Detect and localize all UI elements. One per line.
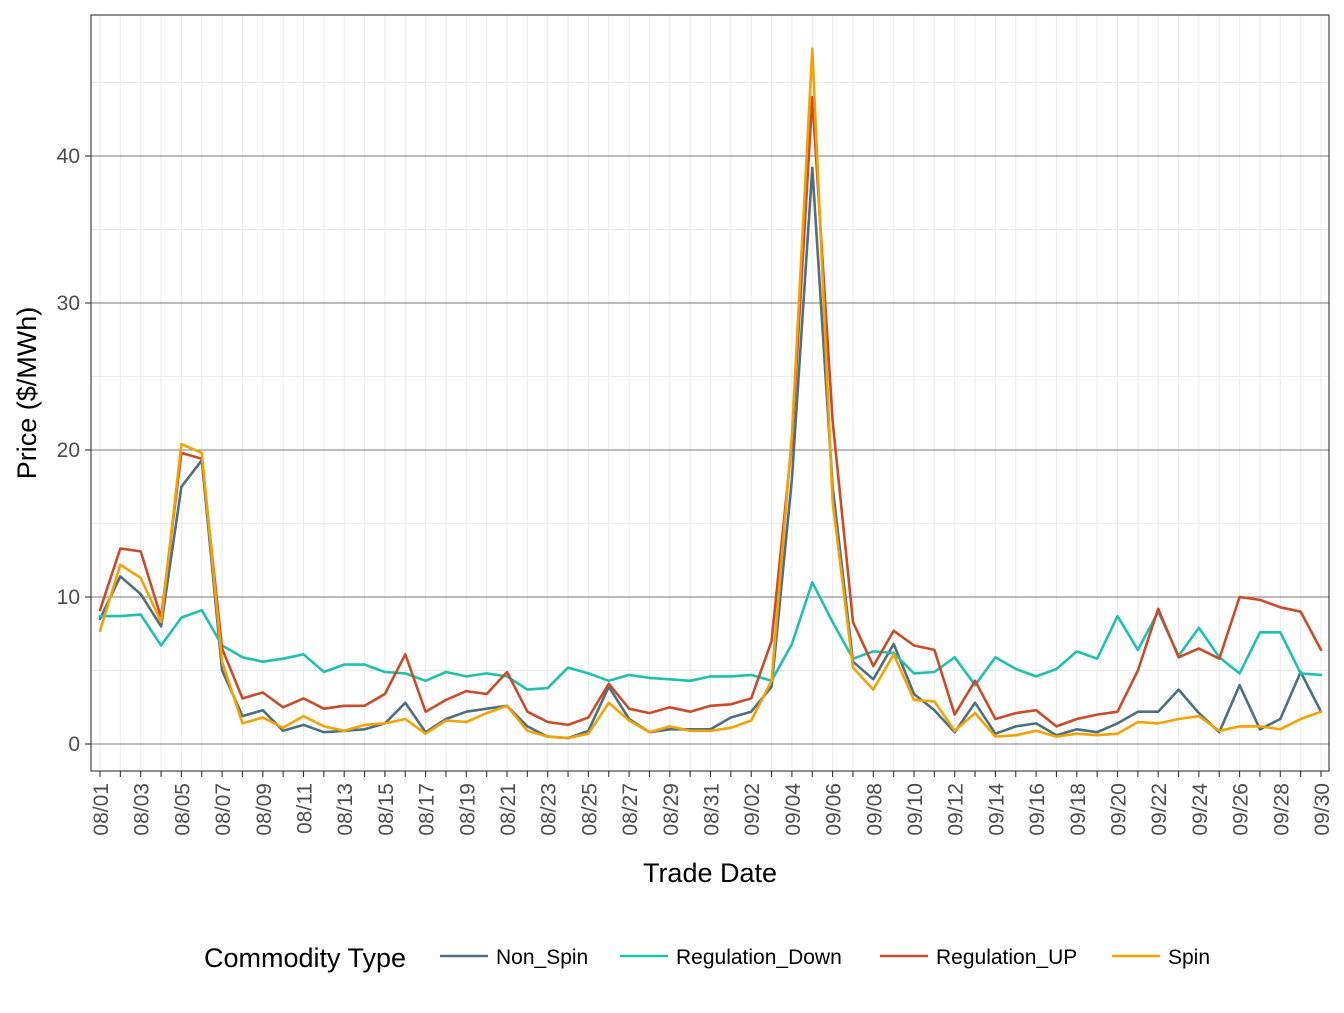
x-tick-label: 09/02 — [741, 783, 764, 836]
x-tick-label: 09/20 — [1108, 783, 1131, 836]
y-tick-label: 40 — [57, 145, 80, 168]
legend-title: Commodity Type — [204, 943, 406, 973]
x-tick-label: 08/07 — [212, 783, 235, 836]
x-tick-label: 08/17 — [416, 783, 439, 836]
x-tick-label: 08/11 — [294, 783, 317, 834]
legend-label: Regulation_UP — [936, 946, 1077, 969]
minor-grid — [91, 15, 1329, 771]
series-line-regulation-down — [98, 580, 1323, 691]
x-tick-label: 08/31 — [701, 783, 724, 836]
x-tick-label: 09/16 — [1026, 783, 1049, 836]
x-tick-label: 08/27 — [619, 783, 642, 836]
x-tick-label: 09/14 — [985, 783, 1008, 836]
major-grid — [91, 155, 1329, 745]
y-axis: 0 10 20 30 40 — [57, 145, 91, 756]
series-line-regulation-up — [98, 95, 1323, 728]
x-tick-label: 09/06 — [823, 783, 846, 836]
x-tick-label: 08/01 — [90, 783, 113, 836]
x-tick-label: 09/22 — [1148, 783, 1171, 836]
x-tick-label: 08/23 — [538, 783, 561, 836]
x-tick-label: 09/10 — [904, 783, 927, 836]
x-tick-label: 09/28 — [1270, 783, 1293, 836]
x-tick-label: 09/12 — [945, 783, 968, 836]
y-tick-label: 20 — [57, 439, 80, 462]
x-axis: 08/01 08/03 08/05 08/07 08/09 08/11 08/13 08/15… — [90, 771, 1334, 836]
legend-label: Spin — [1168, 946, 1210, 969]
x-tick-label: 08/03 — [131, 783, 154, 836]
x-tick-label: 09/26 — [1230, 783, 1253, 836]
series-line-non-spin — [98, 166, 1323, 740]
x-tick-label: 08/09 — [253, 783, 276, 836]
x-tick-label: 08/21 — [497, 783, 520, 836]
x-tick-label: 09/18 — [1067, 783, 1090, 836]
x-tick-label: 09/08 — [863, 783, 886, 836]
x-tick-label: 09/24 — [1189, 783, 1212, 836]
x-tick-label: 09/30 — [1311, 783, 1334, 836]
x-tick-label: 08/19 — [456, 783, 479, 836]
y-tick-label: 10 — [57, 586, 80, 609]
x-tick-label: 08/15 — [375, 783, 398, 836]
y-axis-title: Price ($/MWh) — [12, 307, 42, 480]
legend-label: Regulation_Down — [676, 946, 842, 969]
x-axis-title: Trade Date — [643, 858, 777, 888]
x-tick-label: 08/13 — [334, 783, 357, 836]
y-tick-label: 0 — [68, 733, 80, 756]
legend-items: Non_Spin Regulation_Down Regulation_UP Spin — [440, 946, 1210, 969]
x-tick-label: 08/29 — [660, 783, 683, 836]
series-lines — [98, 47, 1323, 740]
series-line-spin — [98, 47, 1323, 740]
legend: Commodity Type Non_Spin Regulation_Down Re… — [204, 943, 1210, 973]
legend-label: Non_Spin — [496, 946, 588, 969]
x-tick-label: 08/25 — [578, 783, 601, 836]
x-tick-label: 09/04 — [782, 783, 805, 836]
x-tick-label: 08/05 — [171, 783, 194, 836]
y-tick-label: 30 — [57, 292, 80, 315]
